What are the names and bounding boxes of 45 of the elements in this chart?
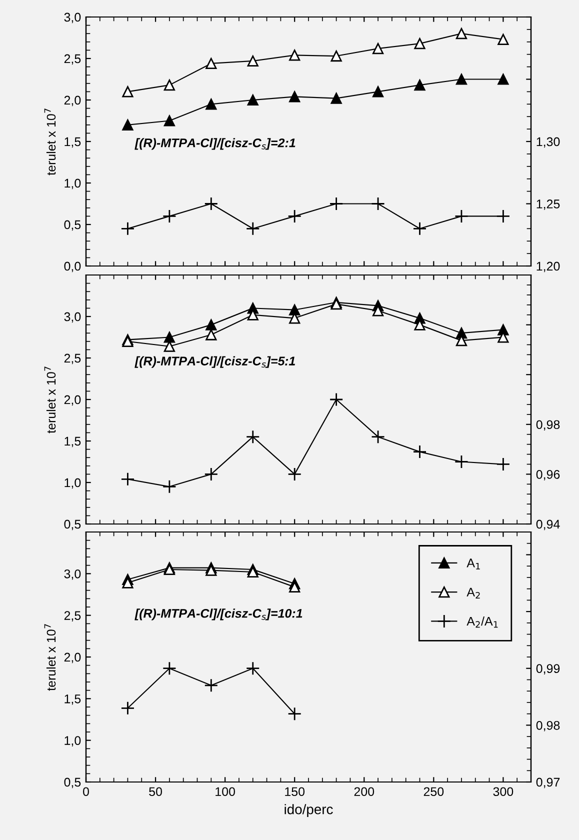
annotation: [(R)-MTPA-Cl]/[cisz-C$_{s}$]=2:1 [134,138,296,150]
y-tick-label: 2,0 [64,395,81,406]
y2-tick-label: 0,98 [536,720,560,732]
y-axis-title: terulet x 10$^{7}$ [44,366,56,434]
y-tick-label: 2,5 [64,54,81,65]
legend-label: A$_{1}$ [466,558,480,570]
y2-tick-label: 1,25 [536,200,560,210]
y-tick-label: 3,0 [64,569,81,580]
y2-tick-label: 0,94 [536,520,560,530]
annotation: [(R)-MTPA-Cl]/[cisz-C$_{s}$]=10:1 [134,608,302,620]
x-tick-label: 300 [493,787,514,796]
y-tick-label: 1,0 [64,178,81,190]
y-tick-label: 2,5 [64,611,81,622]
y-tick-label: 0,5 [64,520,81,530]
x-tick-label: 100 [216,787,235,796]
y-tick-label: 1,5 [64,137,81,148]
y-tick-label: 0,5 [64,778,81,788]
x-axis-title: ido/perc [284,804,333,818]
y-tick-label: 2,0 [64,96,81,106]
y2-tick-label: 1,20 [536,262,560,272]
y-tick-label: 1,5 [64,436,81,448]
y2-tick-label: 0,96 [536,470,560,480]
y-tick-label: 0,0 [64,262,81,272]
y2-tick-label: 0,99 [536,664,560,674]
x-tick-label: 150 [285,787,305,796]
legend-label: A$_{2}$/A$_{1}$ [466,616,498,628]
y2-tick-label: 1,30 [536,137,560,148]
annotation: [(R)-MTPA-Cl]/[cisz-C$_{s}$]=5:1 [134,356,295,368]
y-tick-label: 3,0 [64,12,81,24]
y-axis-title: terulet x 10$^{7}$ [44,624,56,691]
y2-tick-label: 0,98 [536,420,560,431]
y-tick-label: 1,0 [64,478,81,489]
y-axis-title: terulet x 10$^{7}$ [44,108,56,176]
legend-label: A$_{2}$ [466,588,480,598]
y-tick-label: 2,5 [64,354,81,364]
y2-tick-label: 0,97 [536,778,560,788]
x-tick-label: 250 [424,787,444,796]
x-tick-label: 50 [149,787,162,796]
x-tick-label: 0 [83,787,89,796]
y-tick-label: 2,0 [64,652,81,664]
y-tick-label: 1,0 [64,736,81,746]
x-tick-label: 200 [354,787,374,796]
y-tick-label: 1,5 [64,694,81,705]
y-tick-label: 0,5 [64,220,81,231]
y-tick-label: 3,0 [64,312,81,323]
